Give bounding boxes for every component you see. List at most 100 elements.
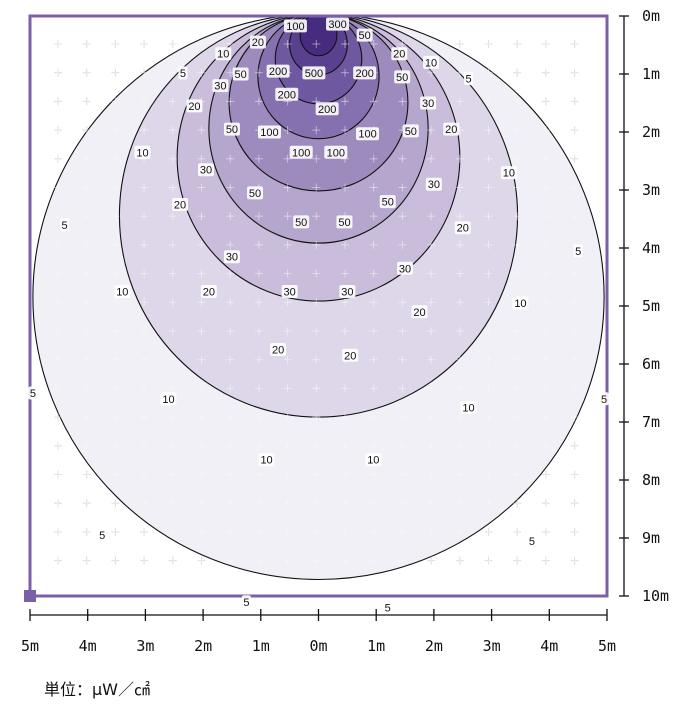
contour-label: 50 xyxy=(234,69,246,81)
contour-label: 5 xyxy=(180,68,186,80)
contour-labels: 100 300 20 50 10 20 10 5 5 50 200 500 200 50 30 200 30 20… xyxy=(28,17,609,615)
contour-label-bg xyxy=(500,166,517,180)
contour-label-bg xyxy=(326,17,350,31)
contour-label-bg xyxy=(134,145,151,159)
contour-group xyxy=(32,16,605,580)
contour-label: 5 xyxy=(30,388,36,400)
contour-label-bg xyxy=(178,66,188,80)
contour-label: 100 xyxy=(327,147,345,159)
contour-label-bg xyxy=(114,285,131,298)
unit-label: 単位：μW／㎠ xyxy=(44,680,151,699)
contour-label-bg xyxy=(425,177,442,191)
contour-label: 10 xyxy=(217,49,229,61)
y-tick-label: 4m xyxy=(642,239,660,257)
contour-label: 30 xyxy=(341,287,353,299)
contour-label: 30 xyxy=(214,81,226,93)
contour-label: 200 xyxy=(269,66,287,78)
contour-label: 100 xyxy=(358,129,376,141)
contour-label-bg xyxy=(464,72,474,86)
contour-label-bg xyxy=(281,285,298,298)
contour-label-bg xyxy=(257,125,281,139)
y-tick-label: 0m xyxy=(642,7,660,25)
contour-label-bg xyxy=(342,348,359,362)
contour-label: 10 xyxy=(162,394,174,406)
x-tick-label: 3m xyxy=(483,637,501,655)
contour-label-bg xyxy=(411,305,428,319)
contour-label: 20 xyxy=(393,49,405,61)
y-tick-label: 9m xyxy=(642,529,660,547)
contour-label: 10 xyxy=(425,57,437,69)
contour-label: 100 xyxy=(292,147,310,159)
contour-label-bg xyxy=(527,534,537,548)
contour-label: 5 xyxy=(601,394,607,406)
y-tick-label: 5m xyxy=(642,297,660,315)
y-tick-label: 1m xyxy=(642,65,660,83)
contour-label-bg xyxy=(283,19,307,33)
contour-label: 5 xyxy=(99,530,105,542)
contour-label-bg xyxy=(339,285,356,298)
x-tick-label: 5m xyxy=(21,637,39,655)
contour-label-bg xyxy=(172,198,189,211)
contour-label-bg xyxy=(420,96,437,110)
contour-label: 20 xyxy=(445,124,457,136)
contour-label-bg xyxy=(258,453,275,467)
contour-label-bg xyxy=(289,145,313,159)
contour-label-bg xyxy=(241,595,251,609)
contour-label-bg xyxy=(270,343,287,356)
contour-label: 30 xyxy=(422,98,434,110)
contour-label-bg xyxy=(266,64,290,78)
contour-label: 10 xyxy=(503,168,515,180)
contour-label-bg xyxy=(160,392,177,406)
contour-label-bg xyxy=(394,70,411,84)
plot-frame xyxy=(28,14,609,598)
x-tick-label: 1m xyxy=(252,637,270,655)
contour-label: 20 xyxy=(188,101,200,113)
contour-label-bg xyxy=(186,99,203,113)
contour-label-bg xyxy=(423,55,440,69)
contour-label-bg xyxy=(402,124,419,138)
x-tick-label: 1m xyxy=(367,637,385,655)
contour-label: 200 xyxy=(318,104,336,116)
contour-label: 10 xyxy=(116,287,128,299)
contour-label-bg xyxy=(223,122,240,136)
contour-label: 200 xyxy=(355,68,373,80)
contour-label-bg xyxy=(365,453,382,467)
y-tick-label: 8m xyxy=(642,471,660,489)
contour-label: 10 xyxy=(136,147,148,159)
contour-label-bg xyxy=(454,221,471,235)
y-tick-label: 3m xyxy=(642,181,660,199)
contour-label: 300 xyxy=(328,19,346,31)
y-tick-label: 6m xyxy=(642,355,660,373)
contour-label-bg xyxy=(315,102,339,116)
contour-label: 5 xyxy=(62,220,68,232)
contour-label-bg xyxy=(573,244,583,258)
x-tick-label: 5m xyxy=(598,637,616,655)
x-tick-label: 4m xyxy=(540,637,558,655)
contour-label: 50 xyxy=(249,188,261,200)
contour-label-bg xyxy=(28,386,38,400)
contour-label-bg xyxy=(200,285,217,298)
x-tick-label: 2m xyxy=(194,637,212,655)
contour-label: 50 xyxy=(405,126,417,138)
contour-label: 50 xyxy=(295,217,307,229)
x-tick-label: 2m xyxy=(425,637,443,655)
contour-label: 20 xyxy=(203,287,215,299)
contour-label-bg xyxy=(215,47,232,61)
contour-label-bg xyxy=(391,47,408,61)
contour-label: 30 xyxy=(428,179,440,191)
contour-label: 20 xyxy=(457,223,469,235)
contour-label-bg xyxy=(232,67,249,81)
contour-label-bg xyxy=(599,392,609,406)
contour-label-bg xyxy=(460,401,477,414)
contour-label: 50 xyxy=(396,72,408,84)
y-tick-label: 2m xyxy=(642,123,660,141)
contour-label: 50 xyxy=(359,30,371,42)
contour-label: 30 xyxy=(399,263,411,275)
contour-label: 30 xyxy=(284,287,296,299)
contour-label-bg xyxy=(353,66,377,80)
contour-label-bg xyxy=(223,250,240,264)
contour-label: 500 xyxy=(305,68,323,80)
contour-label-bg xyxy=(379,195,396,209)
contour-label: 5 xyxy=(465,74,471,86)
